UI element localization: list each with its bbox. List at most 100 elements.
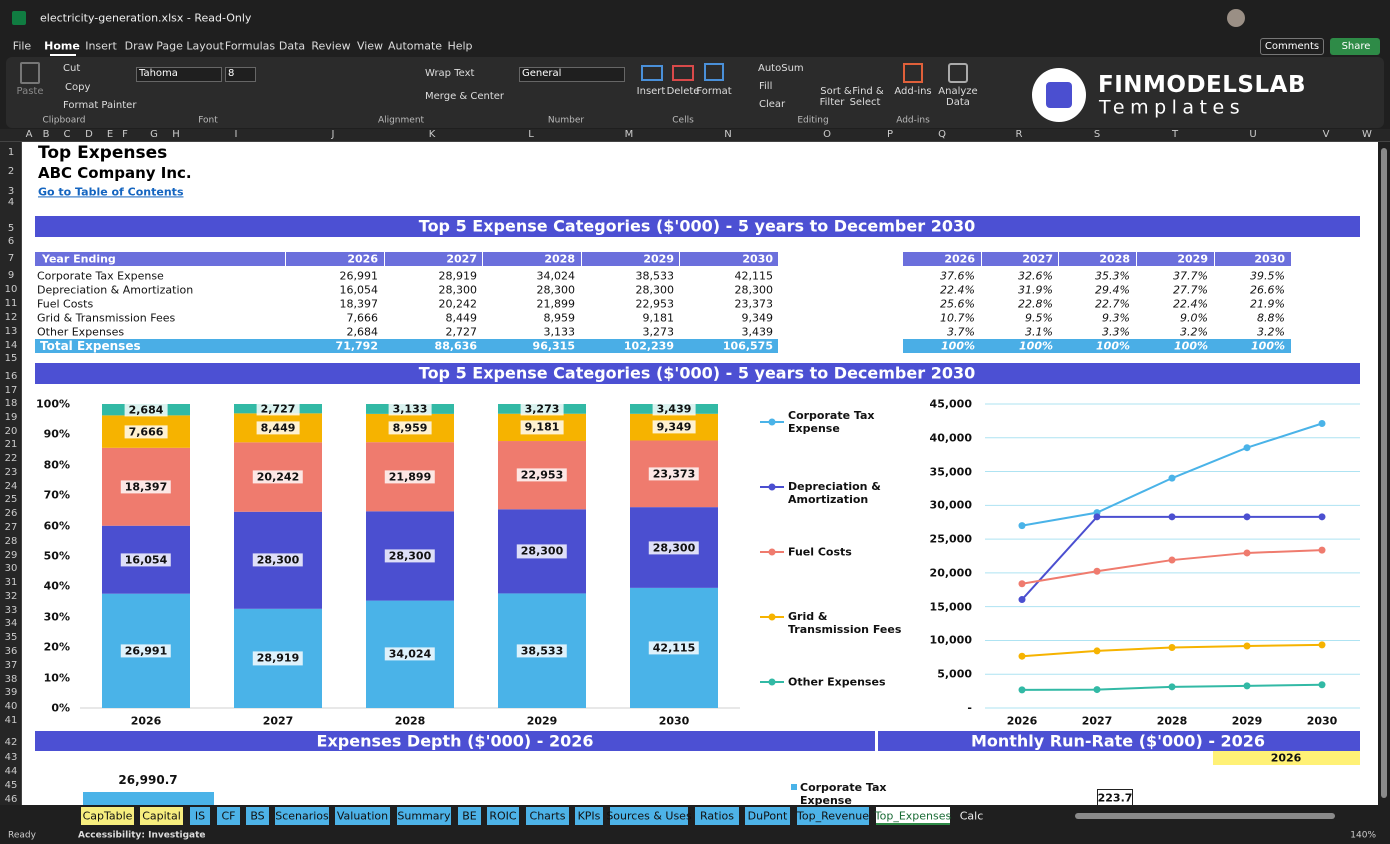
sheet-tab-label[interactable]: Top_Revenue	[797, 809, 869, 823]
legend-label: Corporate Tax Expense	[788, 408, 875, 435]
sheet-tab[interactable]	[695, 807, 739, 825]
comments-button[interactable]	[1260, 38, 1324, 55]
menu-tab[interactable]: File	[12, 39, 32, 53]
find-select[interactable]: Find &	[852, 86, 884, 97]
x-tick-label: 2029	[526, 714, 558, 728]
copy[interactable]: Copy	[65, 82, 91, 93]
sheet-tab-label[interactable]: DuPont	[747, 809, 788, 823]
paste-icon[interactable]	[20, 62, 40, 84]
number-format[interactable]: General	[522, 68, 562, 79]
menu-tab[interactable]: Insert	[85, 39, 117, 53]
sheet-tab[interactable]	[876, 807, 950, 825]
format[interactable]: Format	[696, 86, 732, 97]
menu-tab[interactable]: Home	[44, 39, 80, 53]
sheet-tab-label[interactable]: Valuation	[336, 809, 389, 823]
analyze-data[interactable]: Data	[946, 97, 970, 108]
table-cell: 16,054	[339, 283, 379, 297]
table-cell: 38,533	[635, 269, 675, 283]
sheet-tab-label[interactable]: BS	[250, 809, 265, 823]
font-name[interactable]: Tahoma	[139, 68, 178, 79]
cut[interactable]: Cut	[63, 63, 81, 74]
sheet-tab[interactable]	[81, 807, 134, 825]
status-zoom[interactable]: 140%	[1350, 830, 1376, 841]
menu-tab[interactable]: Draw	[124, 39, 154, 53]
sheet-tab[interactable]	[335, 807, 390, 825]
font-size[interactable]: 8	[228, 68, 235, 79]
addins[interactable]: Add-ins	[894, 86, 932, 97]
sheet-tab[interactable]	[190, 807, 210, 825]
sheet-tab[interactable]	[575, 807, 603, 825]
table-header-row	[35, 252, 778, 266]
sheet-tab[interactable]	[246, 807, 269, 825]
y-tick-label: 40%	[43, 579, 70, 593]
menu-tab[interactable]: Review	[311, 39, 351, 53]
sheet-tab-label[interactable]: KPIs	[577, 809, 601, 823]
menu-tab[interactable]: Automate	[387, 39, 443, 53]
y-tick-label: 70%	[43, 488, 70, 502]
number-format-box[interactable]	[519, 67, 625, 82]
chart-title: Top 5 Expense Categories ($'000) - 5 yea…	[418, 363, 976, 383]
sheet-tab-label[interactable]: BE	[462, 809, 477, 823]
sheet-tab-label[interactable]: CapTable	[82, 809, 133, 823]
sheet-tab-label[interactable]: Charts	[529, 809, 566, 823]
data-label: 2,727	[256, 402, 300, 416]
toc-link[interactable]: Go to Table of Contents	[38, 185, 184, 199]
sheet-tab[interactable]	[275, 807, 329, 825]
menu-tab[interactable]: Help	[447, 39, 473, 53]
share-cell: 22.4%	[1173, 297, 1208, 311]
sheet-tab[interactable]	[745, 807, 790, 825]
sort-filter[interactable]: Filter	[819, 97, 845, 108]
menu-tab[interactable]: Data	[278, 39, 306, 53]
sheet-tab[interactable]	[397, 807, 451, 825]
comments-label[interactable]: Comments	[1264, 41, 1320, 52]
status-accessibility[interactable]: Accessibility: Investigate	[78, 830, 206, 841]
delete-icon[interactable]	[672, 65, 694, 81]
sheet-tab-label[interactable]: CF	[221, 809, 236, 823]
sheet-tab-label[interactable]: Capital	[142, 809, 181, 823]
sheet-tab[interactable]	[610, 807, 688, 825]
sheet-tab-label[interactable]: ROIC	[489, 809, 517, 823]
insert[interactable]: Insert	[636, 86, 666, 97]
paste[interactable]: Paste	[16, 86, 44, 97]
sort-filter[interactable]: Sort &	[820, 86, 852, 97]
menu-tab[interactable]: Formulas	[224, 39, 276, 53]
find-select[interactable]: Select	[849, 97, 881, 108]
merge-center[interactable]: Merge & Center	[425, 91, 505, 102]
sheet-tab[interactable]	[458, 807, 481, 825]
share-cell: 3.3%	[1102, 325, 1130, 339]
insert-icon[interactable]	[641, 65, 663, 81]
sheet-tab[interactable]	[526, 807, 569, 825]
share-button[interactable]	[1330, 38, 1380, 55]
share-label[interactable]: Share	[1341, 41, 1371, 52]
format-painter[interactable]: Format Painter	[63, 100, 137, 111]
clear[interactable]: Clear	[759, 99, 786, 110]
sheet-tab[interactable]	[487, 807, 519, 825]
font-box[interactable]	[136, 67, 222, 82]
analyze-icon[interactable]	[948, 63, 968, 83]
menu-tab[interactable]: Page Layout	[156, 39, 224, 53]
fill[interactable]: Fill	[759, 81, 773, 92]
sheet-tab-label[interactable]: Top_Expenses	[874, 809, 952, 823]
sheet-tab-label[interactable]: Calc	[959, 809, 984, 823]
column-header: G	[150, 129, 158, 140]
sheet-tab-label[interactable]: Sources & Uses	[606, 809, 692, 823]
format-icon[interactable]	[704, 63, 724, 81]
size-box[interactable]	[225, 67, 256, 82]
wrap-text[interactable]: Wrap Text	[425, 68, 475, 79]
sheet-tab-label[interactable]: IS	[194, 809, 206, 823]
avatar[interactable]	[1227, 9, 1245, 27]
sheet-tab[interactable]	[217, 807, 240, 825]
analyze-data[interactable]: Analyze	[938, 86, 978, 97]
total-row	[35, 339, 778, 353]
sheet-tab-label[interactable]: Ratios	[700, 809, 734, 823]
addins-icon[interactable]	[903, 63, 923, 83]
autosum[interactable]: AutoSum	[758, 63, 804, 74]
sheet-tab-label[interactable]: Scenarios	[275, 809, 329, 823]
sheet-tab[interactable]	[140, 807, 183, 825]
sheet-tab-label[interactable]: Summary	[397, 809, 451, 823]
scroll-thumb[interactable]	[1381, 148, 1387, 798]
menu-tab[interactable]: View	[356, 39, 384, 53]
delete[interactable]: Delete	[666, 86, 700, 97]
h-scroll-thumb[interactable]	[1075, 813, 1335, 819]
sheet-tab[interactable]	[797, 807, 869, 825]
